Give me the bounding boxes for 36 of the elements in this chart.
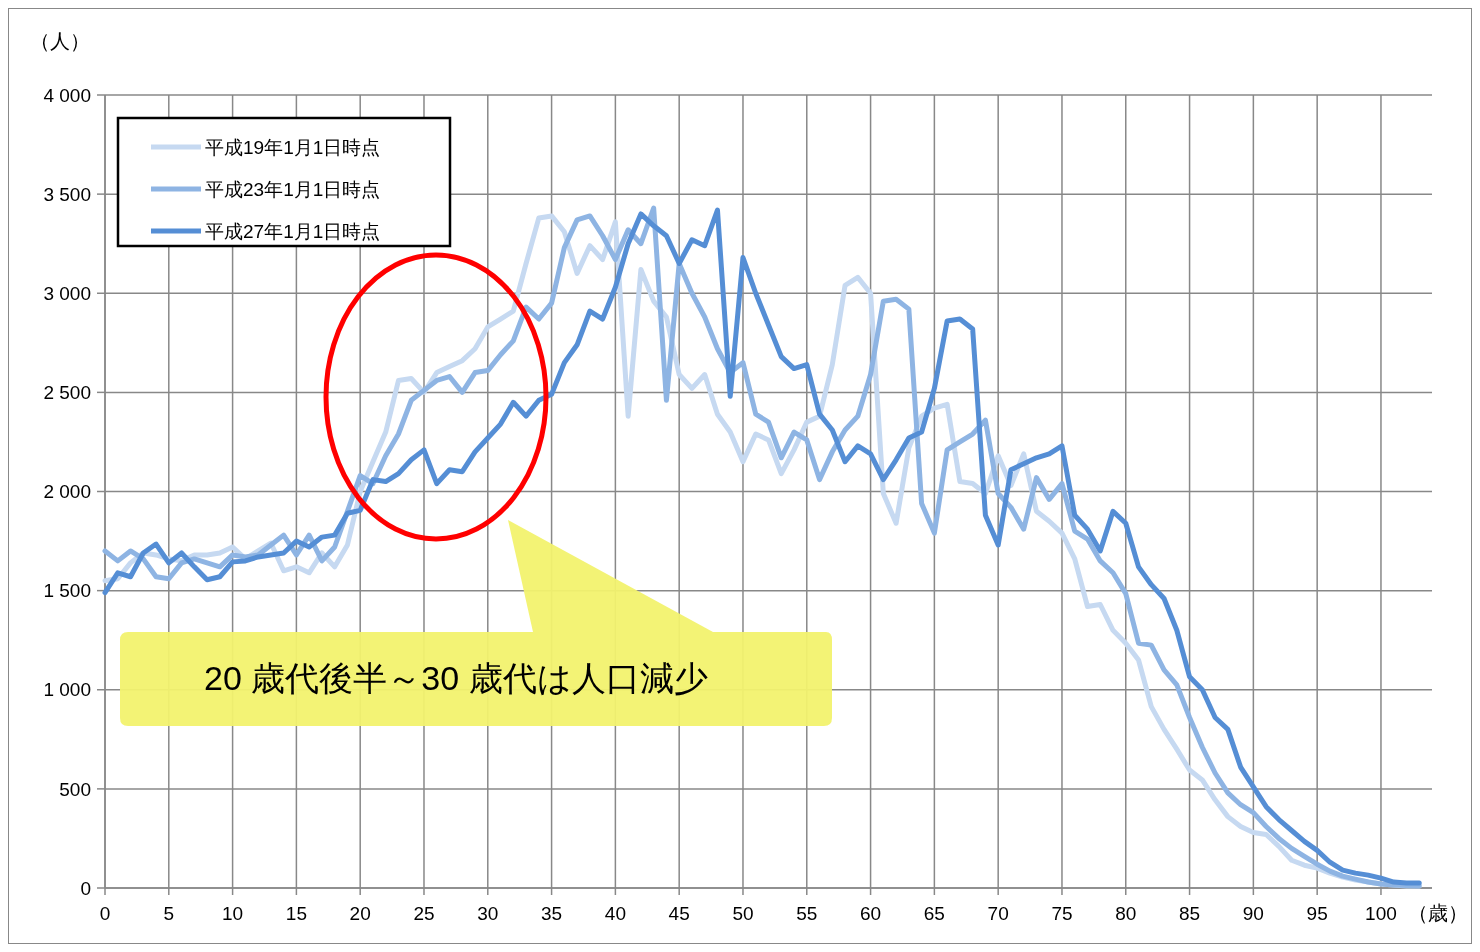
x-tick-label: 30 [477,903,499,924]
y-tick-label: 3 000 [43,282,91,304]
y-tick-label: 500 [59,778,91,800]
y-axis-title: （人） [30,30,90,52]
x-tick-label: 55 [796,903,818,924]
x-tick-label: 85 [1179,903,1201,924]
annotation: 20 歳代後半～30 歳代は人口減少 [204,659,708,697]
x-tick-label: 80 [1115,903,1137,924]
x-tick-label: 5 [163,903,175,924]
y-tick-label: 1 000 [43,679,91,701]
x-tick-label: 70 [987,903,1009,924]
x-tick-label: 10 [222,903,244,924]
x-tick-label: 95 [1306,903,1328,924]
x-tick-label: 25 [413,903,435,924]
x-tick-label: 75 [1051,903,1073,924]
y-tick-label: 0 [80,877,91,899]
x-axis-title: （歳） [1408,902,1468,924]
x-tick-label: 50 [732,903,754,924]
y-tick-label: 3 500 [43,183,91,205]
legend-label: 平成23年1月1日時点 [205,178,381,200]
x-tick-label: 0 [99,903,111,924]
x-tick-label: 40 [604,903,626,924]
x-tick-label: 15 [285,903,307,924]
legend-label: 平成19年1月1日時点 [205,136,381,158]
x-tick-label: 35 [541,903,563,924]
x-tick-label: 45 [668,903,690,924]
legend-label: 平成27年1月1日時点 [205,220,381,242]
x-tick-label: 65 [923,903,945,924]
y-tick-label: 2 500 [43,382,91,404]
x-tick-label: 60 [860,903,882,924]
x-tick-label: 20 [349,903,371,924]
y-tick-label: 2 000 [43,481,91,503]
y-tick-label: 1 500 [43,580,91,602]
y-tick-label: 4 000 [43,84,91,106]
x-tick-label: 100 [1365,903,1397,924]
x-tick-label: 90 [1242,903,1264,924]
